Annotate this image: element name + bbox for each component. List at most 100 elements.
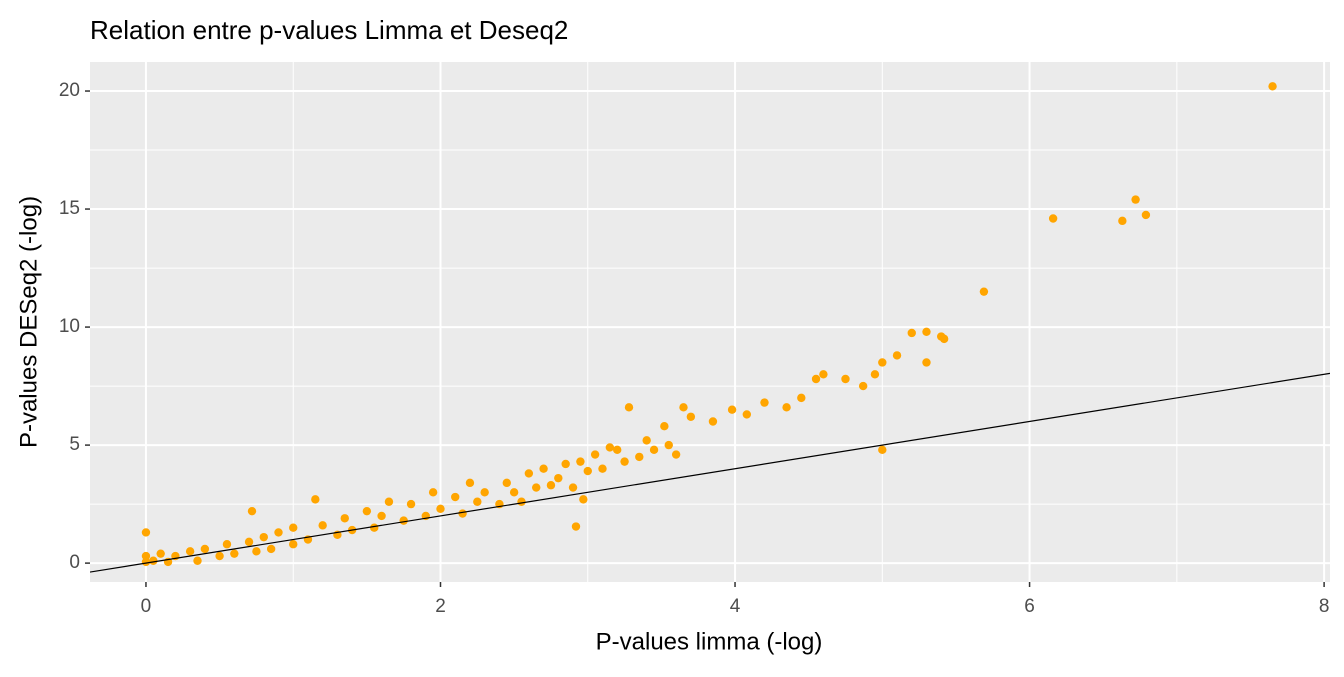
point — [635, 452, 644, 462]
point — [266, 544, 276, 554]
point — [782, 403, 791, 412]
point — [878, 445, 887, 455]
point — [642, 436, 651, 445]
point — [742, 410, 752, 419]
point — [576, 457, 585, 466]
point — [598, 464, 607, 473]
point — [399, 516, 408, 525]
x-axis-title: P-values limma (-log) — [596, 628, 823, 655]
point — [671, 450, 681, 459]
point — [708, 417, 718, 426]
axes: 0 2 4 6 8 0 5 10 15 20 — [59, 80, 1330, 617]
point — [200, 544, 210, 554]
point — [939, 334, 949, 344]
point — [480, 488, 489, 497]
point — [311, 495, 320, 504]
point — [571, 522, 581, 531]
point — [318, 521, 327, 530]
point — [979, 287, 989, 296]
point — [362, 506, 372, 516]
point — [149, 556, 158, 565]
y-tick-label: 15 — [59, 198, 80, 219]
point — [384, 497, 394, 506]
point — [436, 504, 445, 514]
point — [465, 478, 475, 488]
point — [660, 422, 669, 431]
point — [252, 547, 261, 556]
point — [624, 403, 634, 412]
point — [340, 514, 349, 523]
y-axis-title: P-values DESeq2 (-log) — [15, 196, 42, 448]
point — [1131, 195, 1140, 204]
point — [583, 466, 592, 476]
point — [554, 473, 563, 483]
point — [878, 358, 887, 367]
point — [568, 483, 578, 492]
point — [539, 464, 548, 473]
y-tick-label: 20 — [59, 80, 80, 101]
point — [141, 551, 151, 561]
point — [517, 497, 526, 506]
point — [922, 327, 931, 336]
point — [289, 523, 298, 532]
point — [428, 488, 438, 497]
point — [1118, 216, 1127, 226]
point — [156, 549, 165, 558]
point — [870, 370, 880, 379]
point — [259, 532, 268, 542]
point — [215, 551, 224, 561]
x-tick-label: 8 — [1319, 596, 1330, 617]
point — [1141, 210, 1151, 220]
point — [524, 469, 534, 478]
point — [760, 398, 769, 407]
point — [502, 478, 511, 488]
x-tick-label: 2 — [435, 596, 446, 617]
y-tick-label: 10 — [59, 316, 80, 337]
point — [406, 499, 416, 509]
point — [797, 393, 806, 403]
point — [509, 488, 519, 497]
point — [605, 443, 615, 452]
point — [613, 445, 622, 455]
point — [1048, 214, 1058, 223]
x-tick-label: 4 — [730, 596, 741, 617]
point — [458, 509, 467, 518]
point — [370, 523, 379, 532]
grid — [90, 62, 1330, 582]
x-tick-label: 0 — [141, 596, 152, 617]
point — [274, 528, 283, 537]
point — [907, 328, 916, 338]
point — [727, 405, 737, 414]
point — [561, 459, 570, 469]
point — [819, 370, 828, 379]
point — [922, 358, 931, 367]
point — [679, 403, 688, 412]
point — [247, 506, 257, 516]
point — [858, 381, 868, 391]
x-tick-label: 6 — [1024, 596, 1035, 617]
point — [222, 540, 232, 549]
panel — [90, 62, 1330, 582]
point — [377, 511, 386, 521]
point — [841, 374, 850, 384]
reference-line — [90, 372, 1330, 573]
point — [451, 492, 460, 502]
point — [244, 537, 254, 547]
point — [185, 547, 195, 556]
point — [620, 457, 629, 466]
chart-title: Relation entre p-values Limma et Deseq2 — [90, 15, 568, 45]
point — [579, 495, 588, 504]
plot-area — [90, 82, 1330, 573]
point — [664, 440, 673, 450]
point — [649, 445, 659, 455]
point — [686, 412, 696, 421]
point — [532, 483, 541, 492]
point — [811, 374, 821, 384]
point — [141, 528, 151, 537]
point — [546, 481, 556, 490]
point — [473, 497, 482, 506]
point — [289, 540, 298, 549]
point — [892, 351, 902, 360]
point — [230, 549, 239, 558]
